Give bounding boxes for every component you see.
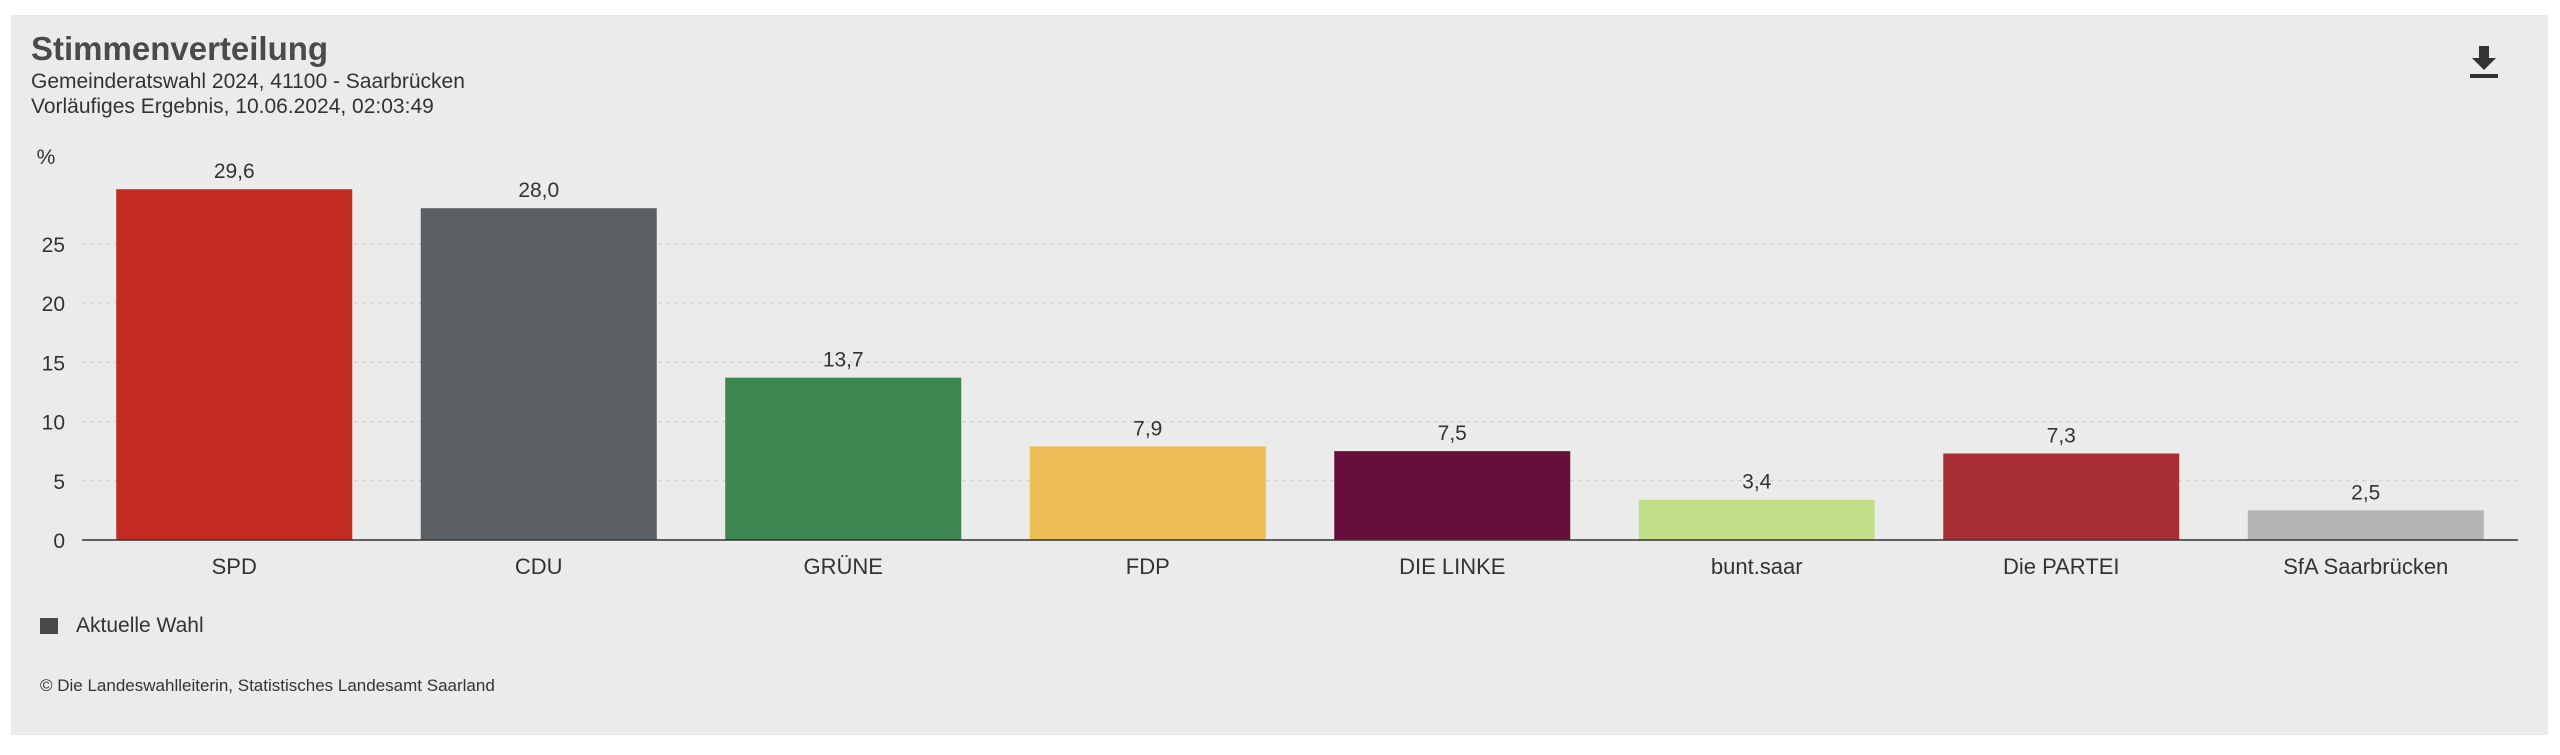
legend-swatch bbox=[40, 618, 58, 634]
data-label: 7,9 bbox=[1133, 417, 1162, 440]
y-tick-label: 10 bbox=[42, 412, 65, 435]
subtitle-result-time: Vorläufiges Ergebnis, 10.06.2024, 02:03:… bbox=[31, 95, 434, 118]
y-tick-label: 25 bbox=[42, 234, 65, 257]
x-tick-label: FDP bbox=[1126, 554, 1170, 579]
data-label: 29,6 bbox=[214, 160, 255, 183]
y-tick-label: 5 bbox=[53, 471, 65, 494]
x-tick-label: GRÜNE bbox=[804, 554, 883, 579]
chart-title: Stimmenverteilung bbox=[31, 30, 329, 67]
y-tick-label: 15 bbox=[42, 352, 65, 375]
data-label: 7,3 bbox=[2047, 424, 2076, 447]
y-axis-ticks: 0 5 10 15 20 25 bbox=[42, 234, 65, 553]
bar-cdu[interactable] bbox=[420, 208, 657, 540]
data-label: 28,0 bbox=[518, 179, 559, 202]
grid-lines bbox=[82, 243, 2518, 482]
subtitle-election: Gemeinderatswahl 2024, 41100 - Saarbrück… bbox=[31, 70, 465, 93]
x-tick-label: DIE LINKE bbox=[1399, 554, 1505, 579]
y-tick-label: 20 bbox=[42, 293, 65, 316]
bar-spd[interactable] bbox=[116, 189, 353, 541]
source-credit: © Die Landeswahlleiterin, Statistisches … bbox=[40, 676, 495, 695]
chart-subtitle: Gemeinderatswahl 2024, 41100 - Saarbrück… bbox=[31, 69, 465, 119]
bar-bunt-saar[interactable] bbox=[1638, 499, 1875, 540]
y-axis-label: % bbox=[37, 146, 56, 169]
x-axis-ticks: SPD CDU GRÜNE FDP DIE LINKE bunt.saar Die PART… bbox=[212, 554, 2449, 579]
x-tick-label: SfA Saarbrücken bbox=[2283, 554, 2448, 579]
data-label: 13,7 bbox=[823, 349, 864, 372]
data-label: 3,4 bbox=[1742, 471, 1772, 494]
bar-chart: 0 5 10 15 20 25 % 29,6 28,0 13,7 7,9 7,5 3,4 7,3 2,5… bbox=[37, 146, 2518, 579]
legend[interactable]: Aktuelle Wahl bbox=[40, 614, 204, 638]
x-tick-label: CDU bbox=[515, 554, 563, 579]
bars: 29,6 28,0 13,7 7,9 7,5 3,4 7,3 2,5 bbox=[116, 160, 2484, 541]
bar-sfa-saarbr-cken[interactable] bbox=[2247, 510, 2484, 540]
x-tick-label: SPD bbox=[212, 554, 257, 579]
bar-die-linke[interactable] bbox=[1334, 451, 1571, 540]
legend-label-aktuelle-wahl: Aktuelle Wahl bbox=[76, 614, 204, 637]
bar-gr-ne[interactable] bbox=[725, 377, 962, 540]
bar-die-partei[interactable] bbox=[1943, 453, 2180, 540]
download-icon bbox=[2470, 46, 2498, 78]
data-label: 7,5 bbox=[1438, 422, 1467, 445]
x-tick-label: Die PARTEI bbox=[2003, 554, 2120, 579]
bar-fdp[interactable] bbox=[1029, 446, 1266, 540]
y-tick-label: 0 bbox=[53, 530, 65, 553]
data-label: 2,5 bbox=[2351, 481, 2380, 504]
x-tick-label: bunt.saar bbox=[1711, 554, 1803, 579]
download-button[interactable] bbox=[2462, 40, 2506, 84]
